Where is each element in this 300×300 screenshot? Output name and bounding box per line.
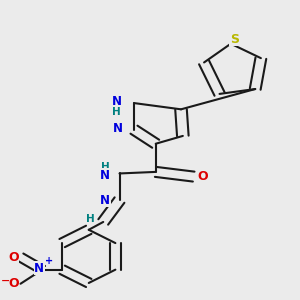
Text: N: N — [112, 95, 122, 108]
Text: N: N — [113, 122, 123, 135]
Text: −: − — [1, 276, 10, 286]
Text: H: H — [112, 107, 121, 118]
Text: O: O — [197, 170, 208, 183]
Text: N: N — [100, 169, 110, 182]
Text: O: O — [8, 277, 19, 290]
Text: H: H — [101, 162, 110, 172]
Text: S: S — [230, 32, 239, 46]
Text: N: N — [100, 194, 110, 207]
Text: O: O — [8, 251, 19, 264]
Text: H: H — [86, 214, 95, 224]
Text: +: + — [45, 256, 53, 266]
Text: N: N — [34, 262, 44, 275]
